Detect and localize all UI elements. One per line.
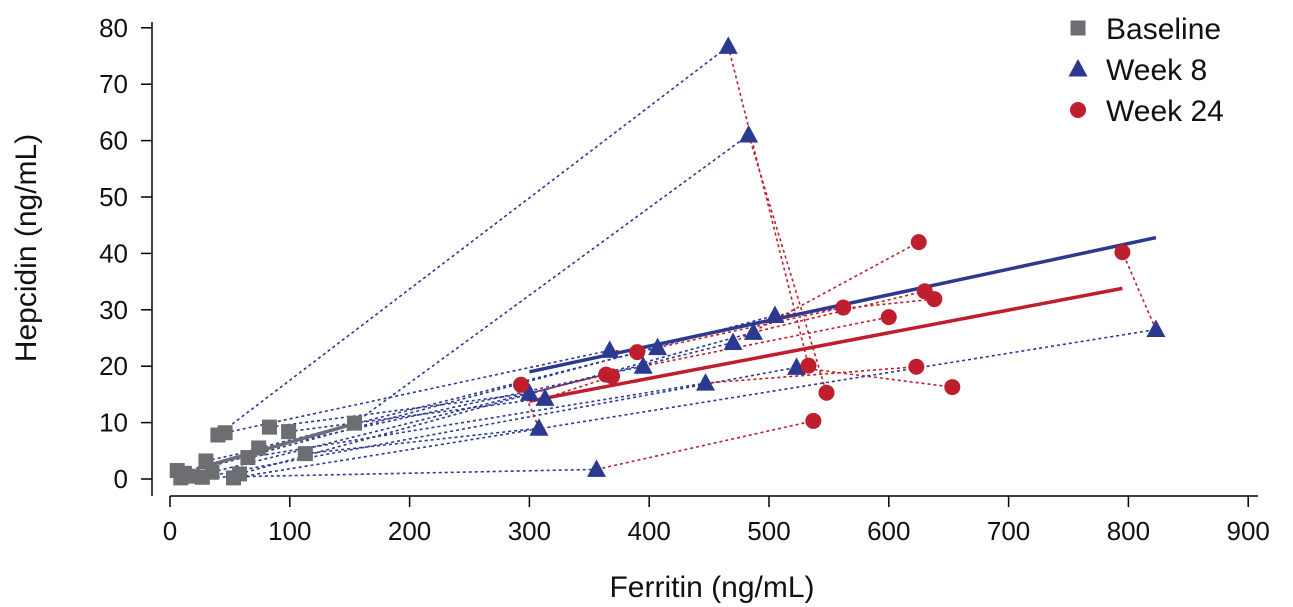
legend-marker-week-8 xyxy=(1068,59,1088,77)
x-tick-label: 400 xyxy=(628,516,671,546)
y-tick-label: 50 xyxy=(99,182,128,212)
y-tick-label: 80 xyxy=(99,13,128,43)
point-week-8 xyxy=(535,388,555,406)
y-tick-label: 60 xyxy=(99,126,128,156)
connector-line xyxy=(596,420,814,471)
point-baseline xyxy=(231,466,247,482)
connector-line xyxy=(753,290,925,334)
legend-label-week-24: Week 24 xyxy=(1106,95,1224,128)
connector-line xyxy=(747,134,828,393)
point-week-24 xyxy=(604,368,621,385)
y-axis-title: Hepcidin (ng/mL) xyxy=(10,134,43,362)
point-week-24 xyxy=(818,384,835,401)
connector-line xyxy=(247,382,706,459)
legend-marker-week-24 xyxy=(1070,102,1086,118)
point-week-8 xyxy=(739,124,759,143)
connector-line xyxy=(239,331,754,475)
point-week-24 xyxy=(513,376,530,393)
legend-label-week-8: Week 8 xyxy=(1106,54,1207,87)
point-week-8 xyxy=(519,383,539,401)
fit-line-baseline xyxy=(195,422,355,471)
point-week-24 xyxy=(805,412,822,429)
point-week-24 xyxy=(908,358,925,375)
point-week-8 xyxy=(765,305,785,323)
connector-line xyxy=(354,134,750,424)
connector-line xyxy=(202,366,797,479)
connector-line xyxy=(269,392,530,428)
point-week-24 xyxy=(880,309,897,326)
point-week-8 xyxy=(648,337,668,356)
point-week-24 xyxy=(800,357,817,374)
point-baseline xyxy=(281,424,297,440)
point-week-24 xyxy=(1114,244,1131,261)
legend-label-baseline: Baseline xyxy=(1106,13,1221,46)
point-baseline xyxy=(180,468,196,484)
x-tick-label: 100 xyxy=(268,516,311,546)
point-baseline xyxy=(297,446,313,462)
point-week-8 xyxy=(586,459,606,477)
connector-line xyxy=(705,365,917,384)
connector-line xyxy=(233,328,1157,479)
connector-line xyxy=(796,366,953,388)
x-tick-label: 800 xyxy=(1107,516,1150,546)
point-week-8 xyxy=(633,356,653,374)
x-tick-label: 300 xyxy=(508,516,551,546)
y-tick-label: 70 xyxy=(99,69,128,99)
connector-line xyxy=(657,306,844,349)
axes xyxy=(151,22,1258,497)
fit-line-week-24 xyxy=(529,286,1123,403)
point-week-8 xyxy=(743,322,763,340)
y-tick-label: 10 xyxy=(99,408,128,438)
x-axis-title: Ferritin (ng/mL) xyxy=(609,571,814,604)
x-tick-label: 600 xyxy=(867,516,910,546)
y-tick-label: 20 xyxy=(99,351,128,381)
point-week-8 xyxy=(696,373,716,391)
point-baseline xyxy=(346,415,362,431)
connector-line xyxy=(520,384,540,429)
point-week-24 xyxy=(910,234,927,251)
x-tick-label: 200 xyxy=(388,516,431,546)
point-week-8 xyxy=(723,332,743,351)
y-tick-label: 40 xyxy=(99,238,128,268)
y-tick-label: 30 xyxy=(99,295,128,325)
legend: Baseline Week 8 Week 24 xyxy=(1068,13,1224,128)
point-week-8 xyxy=(1146,319,1166,338)
point-week-8 xyxy=(718,36,738,54)
data-points xyxy=(169,36,1166,486)
point-week-24 xyxy=(944,379,961,396)
connector-lines xyxy=(180,45,1157,479)
y-tick-label: 0 xyxy=(114,464,128,494)
point-week-24 xyxy=(835,299,852,316)
connector-line xyxy=(1121,251,1157,330)
x-axis-ticks: 0 100 200 300 400 500 600 700 800 900 xyxy=(163,496,1270,546)
point-baseline xyxy=(261,419,277,435)
x-tick-label: 500 xyxy=(747,516,790,546)
connector-line xyxy=(727,46,810,366)
x-tick-label: 700 xyxy=(987,516,1030,546)
connector-line xyxy=(211,341,734,474)
point-baseline xyxy=(217,425,233,441)
connector-line xyxy=(217,45,729,436)
x-tick-label: 0 xyxy=(163,516,177,546)
point-week-8 xyxy=(529,418,549,436)
connector-line xyxy=(288,397,546,433)
x-tick-label: 900 xyxy=(1227,516,1270,546)
point-baseline xyxy=(204,464,220,480)
point-baseline xyxy=(198,453,214,469)
legend-marker-baseline xyxy=(1070,20,1086,36)
point-week-24 xyxy=(926,291,943,308)
point-week-8 xyxy=(600,340,620,358)
connector-line xyxy=(529,373,607,395)
y-axis-ticks: 0 10 20 30 40 50 60 70 80 xyxy=(99,13,152,494)
point-week-8 xyxy=(787,357,807,375)
point-week-24 xyxy=(629,344,646,361)
connector-line xyxy=(732,241,920,344)
point-baseline xyxy=(251,440,267,456)
